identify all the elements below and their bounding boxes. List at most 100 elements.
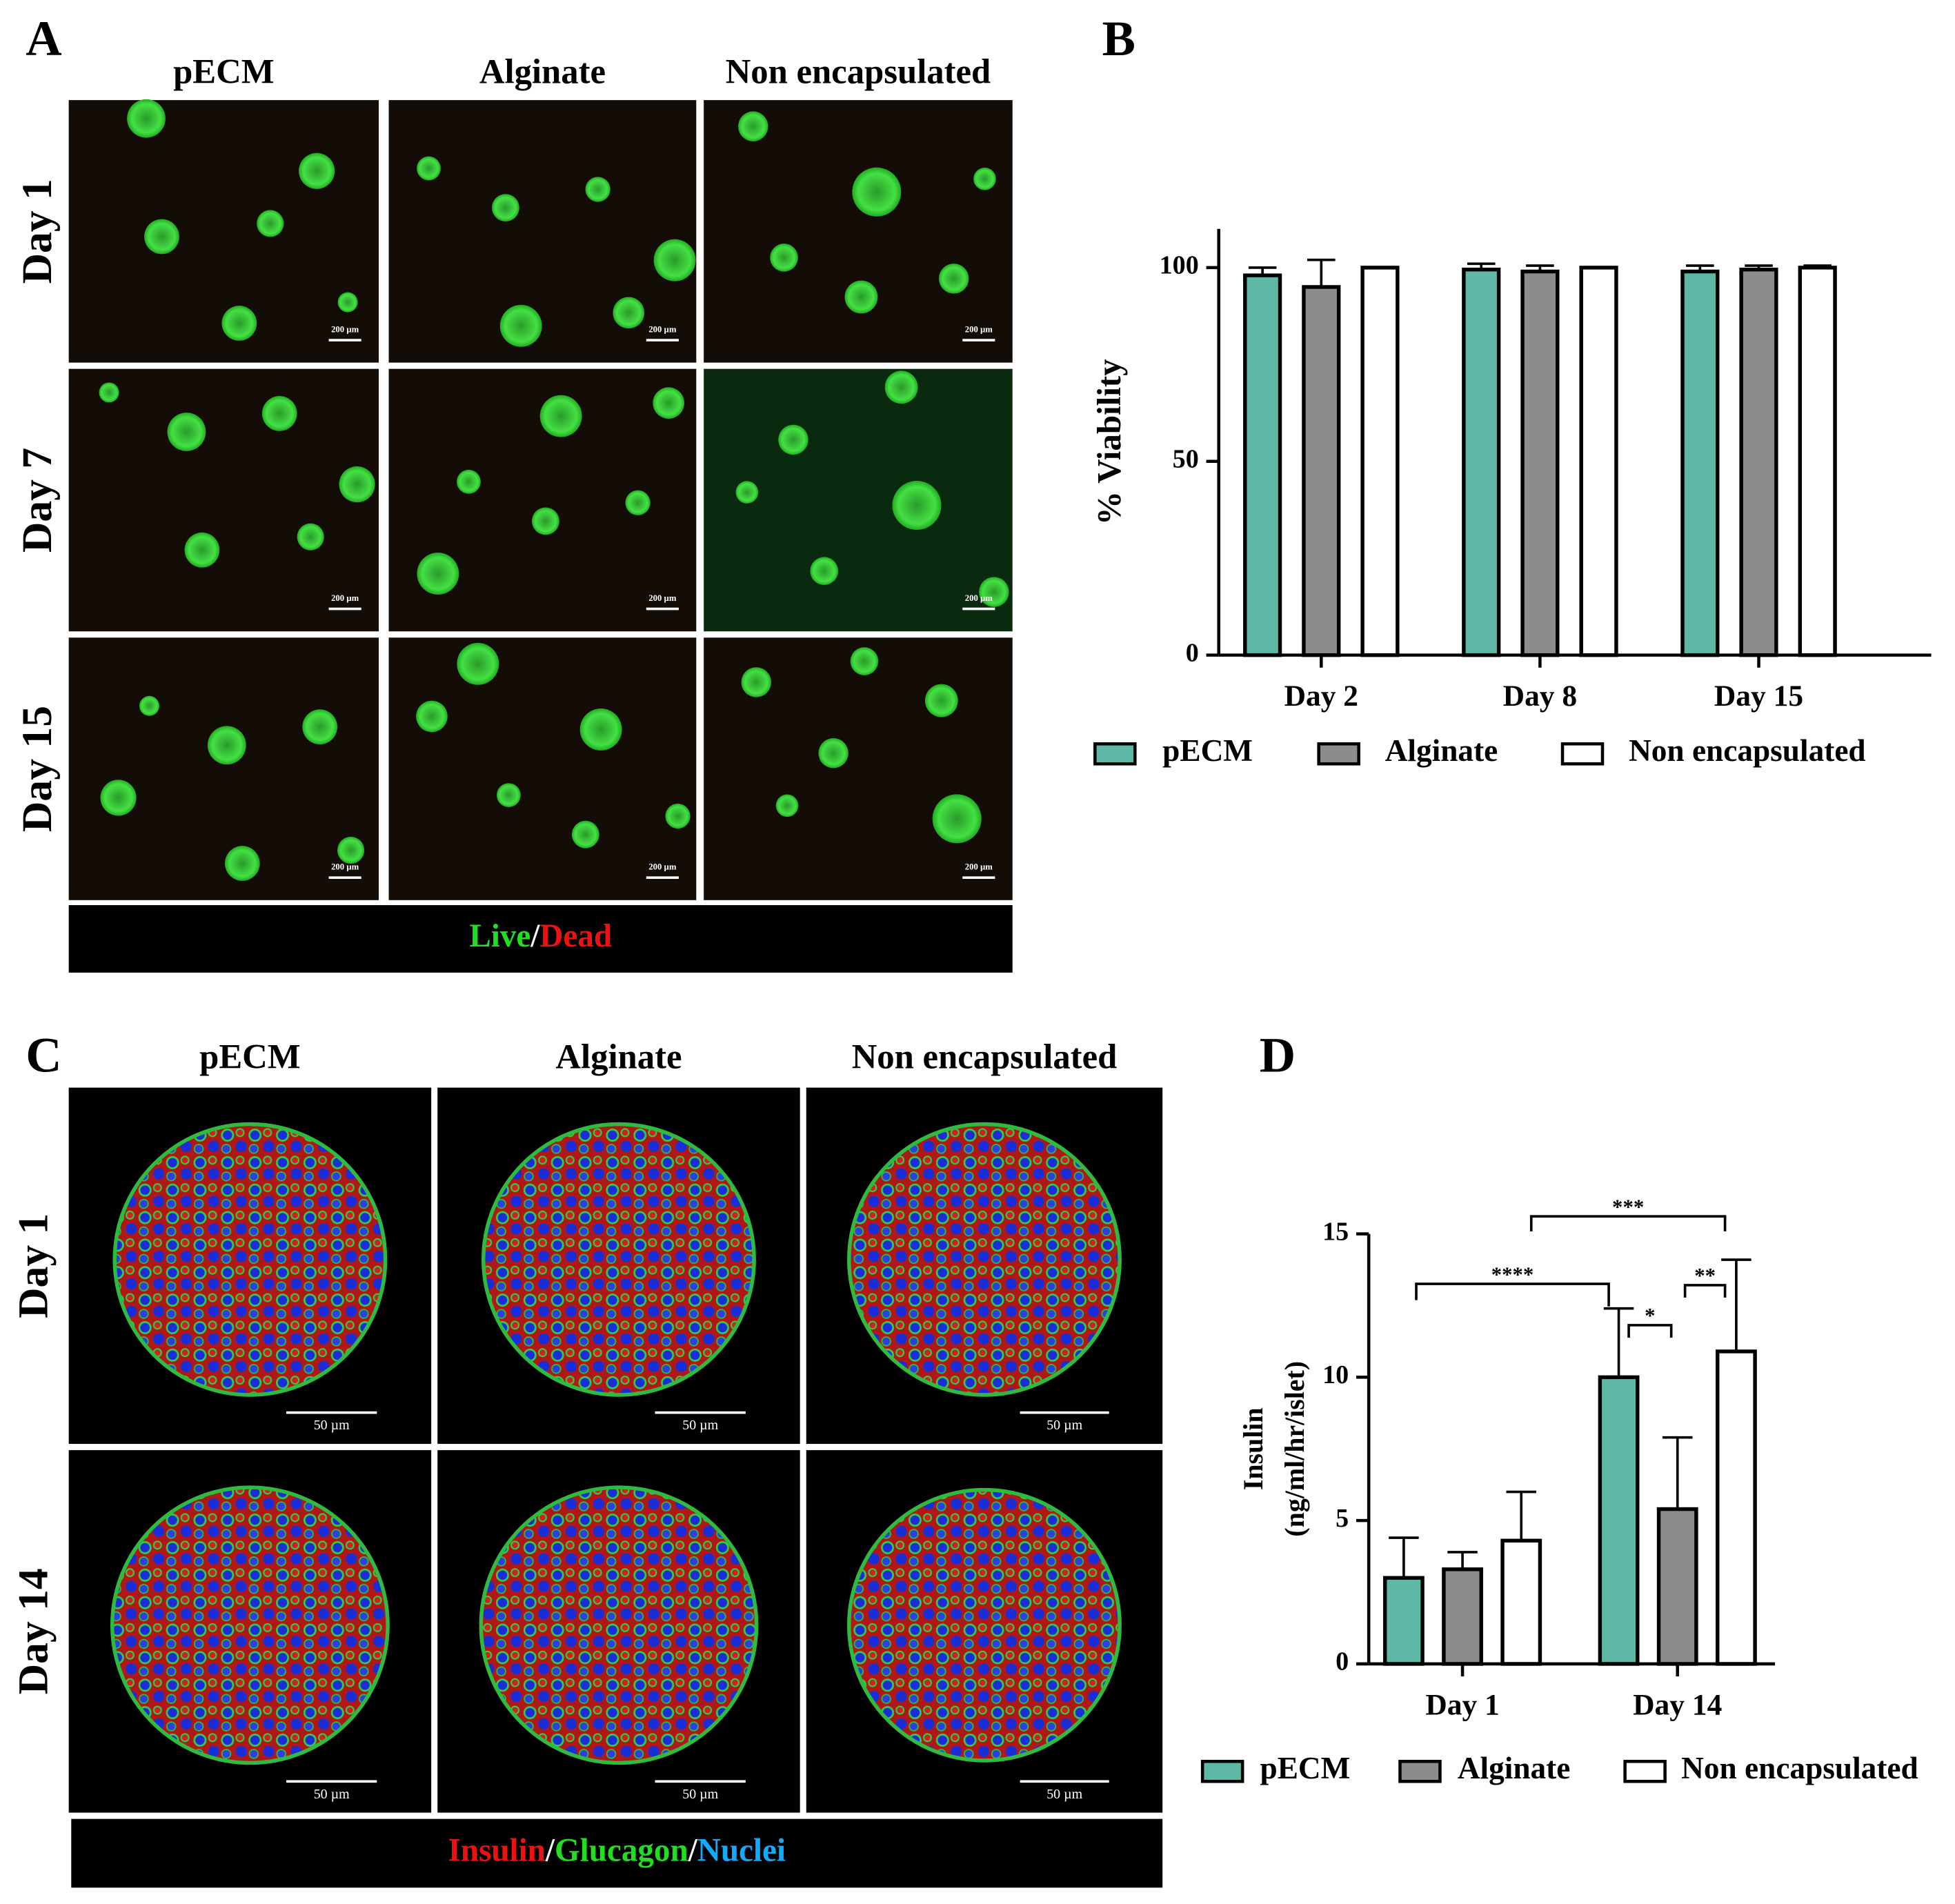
bar xyxy=(1243,273,1282,657)
micrograph xyxy=(388,100,697,363)
scale-bar-label: 200 µm xyxy=(648,324,676,334)
islet xyxy=(938,264,969,294)
significance-bracket xyxy=(1627,1324,1673,1338)
y-axis-label: (ng/ml/hr/islet) xyxy=(1279,1361,1310,1537)
row-label: Day 15 xyxy=(14,706,61,832)
y-tick-label: 0 xyxy=(1336,1647,1349,1676)
y-tick-label: 100 xyxy=(1160,251,1199,280)
islet xyxy=(625,490,651,515)
x-tick-label: Day 8 xyxy=(1503,680,1577,713)
islet xyxy=(416,700,448,733)
x-tick-label: Day 15 xyxy=(1714,680,1803,713)
islet xyxy=(850,647,879,675)
column-header: Non encapsulated xyxy=(852,1037,1118,1075)
islet xyxy=(973,167,996,190)
islet xyxy=(531,507,559,535)
bar xyxy=(1520,269,1560,657)
scale-bar-label: 200 µm xyxy=(331,324,359,334)
islet xyxy=(297,523,324,551)
bar xyxy=(1500,1538,1542,1666)
panel-label: D xyxy=(1260,1027,1296,1082)
stain-part: / xyxy=(545,1832,555,1868)
stain-legend: Insulin/Glucagon/Nuclei xyxy=(448,1832,786,1868)
islet xyxy=(184,532,220,568)
islet xyxy=(741,667,771,697)
scale-bar-label: 50 µm xyxy=(682,1418,718,1433)
column-header: Alginate xyxy=(555,1037,682,1075)
bar xyxy=(1598,1375,1640,1666)
islet xyxy=(847,1487,1122,1763)
islet xyxy=(847,1122,1122,1397)
row-label: Day 1 xyxy=(14,179,61,284)
legend-label: Non encapsulated xyxy=(1629,733,1866,768)
islet xyxy=(100,780,137,816)
islet xyxy=(491,194,519,222)
significance-bracket xyxy=(1529,1215,1727,1231)
bar xyxy=(1462,268,1501,657)
scale-bar-label: 50 µm xyxy=(682,1787,718,1802)
stain-part: Nuclei xyxy=(697,1832,786,1868)
islet xyxy=(144,219,179,255)
scale-bar-label: 50 µm xyxy=(1046,1787,1082,1802)
islet xyxy=(337,836,365,864)
islet xyxy=(770,244,798,272)
row-label: Day 7 xyxy=(14,448,61,553)
islet xyxy=(221,306,257,341)
islet xyxy=(810,557,839,585)
bar xyxy=(1680,269,1720,657)
scale-bar-label: 200 µm xyxy=(965,593,993,603)
islet xyxy=(479,1485,759,1765)
bar xyxy=(1739,268,1778,657)
y-tick-label: 5 xyxy=(1336,1504,1349,1533)
islet xyxy=(417,553,459,595)
significance-label: *** xyxy=(1612,1195,1644,1218)
bar xyxy=(1383,1576,1425,1666)
significance-label: **** xyxy=(1491,1262,1534,1286)
y-axis-label: % Viability xyxy=(1090,359,1128,525)
y-tick-label: 0 xyxy=(1186,638,1199,667)
islet xyxy=(585,177,611,202)
y-tick-label: 15 xyxy=(1322,1217,1349,1246)
panel-label: C xyxy=(26,1027,61,1082)
islet xyxy=(457,642,499,685)
scale-bar-label: 200 µm xyxy=(965,324,993,334)
islet xyxy=(775,794,799,817)
islet xyxy=(127,99,166,138)
legend-label: Non encapsulated xyxy=(1681,1751,1918,1785)
legend-swatch xyxy=(1560,742,1605,766)
y-tick-label: 10 xyxy=(1322,1360,1349,1389)
micrograph xyxy=(704,100,1013,363)
stain-part: / xyxy=(530,918,540,954)
bar xyxy=(1579,266,1618,657)
scale-bar-label: 50 µm xyxy=(314,1787,350,1802)
islet xyxy=(302,709,338,745)
panel-label: A xyxy=(26,10,61,66)
islet xyxy=(110,1485,390,1765)
legend-label: Alginate xyxy=(1385,733,1498,768)
column-header: Alginate xyxy=(479,52,606,91)
islet xyxy=(207,726,246,765)
islet xyxy=(613,297,645,329)
stain-part: / xyxy=(688,1832,698,1868)
islet xyxy=(738,111,768,141)
islet xyxy=(579,708,622,751)
islet xyxy=(112,1122,388,1397)
islet xyxy=(979,577,1009,607)
islet xyxy=(457,469,481,494)
legend-label: pECM xyxy=(1260,1751,1351,1785)
islet xyxy=(539,395,582,437)
bar xyxy=(1360,266,1400,657)
y-axis-label: Insulin xyxy=(1238,1407,1269,1490)
stain-part: Glucagon xyxy=(555,1832,688,1868)
islet xyxy=(417,156,441,181)
micrograph xyxy=(704,368,1013,632)
islet xyxy=(852,167,902,217)
islet xyxy=(892,481,942,530)
column-header: Non encapsulated xyxy=(726,52,991,91)
islet xyxy=(139,695,159,716)
islet xyxy=(257,210,284,237)
islet xyxy=(224,846,260,881)
bar xyxy=(1656,1507,1698,1666)
bar xyxy=(1798,266,1837,657)
micrograph xyxy=(388,637,697,900)
